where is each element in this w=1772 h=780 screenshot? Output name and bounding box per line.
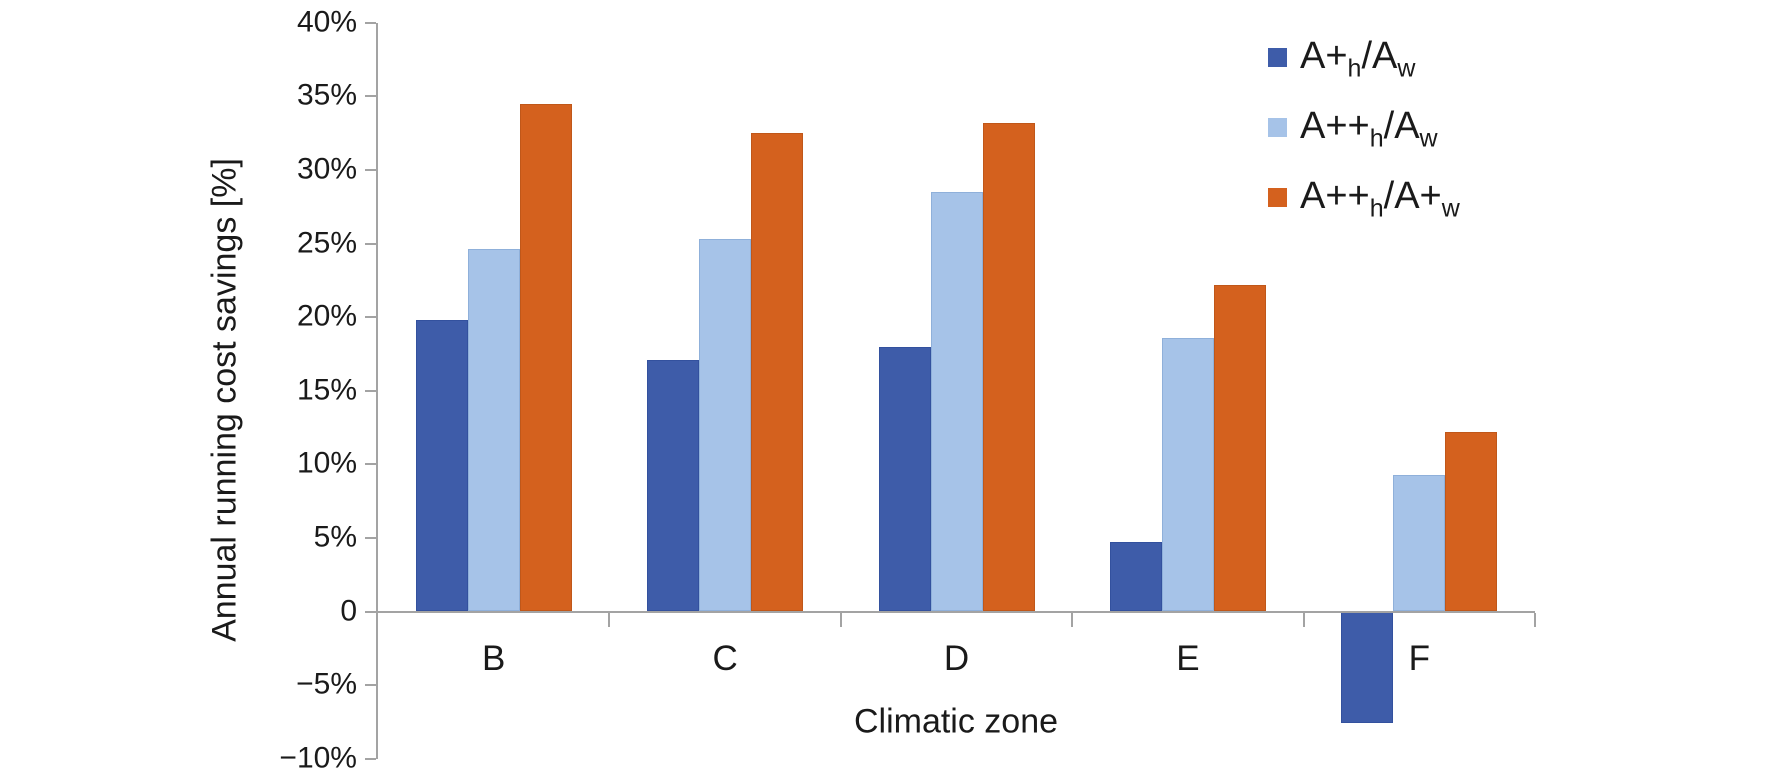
legend-item-2: A++h/A+w	[1268, 174, 1460, 223]
bar-E-series1	[1161, 337, 1214, 612]
x-category-label-E: E	[1176, 639, 1200, 678]
y-tick	[365, 757, 376, 760]
y-tick-label: 25%	[296, 225, 357, 259]
y-tick	[365, 242, 376, 245]
bar-D-series1	[930, 191, 983, 612]
y-tick-label: 20%	[296, 299, 357, 333]
y-tick-label: −10%	[279, 741, 357, 775]
y-tick	[365, 463, 376, 466]
bar-C-series0	[647, 359, 700, 612]
bar-B-series2	[519, 103, 572, 612]
y-tick	[365, 536, 376, 539]
bar-E-series2	[1213, 284, 1266, 612]
x-tick	[608, 612, 611, 627]
legend-label-2: A++h/A+w	[1300, 175, 1460, 223]
legend-label-0: A+h/Aw	[1300, 35, 1416, 83]
y-tick	[365, 21, 376, 24]
y-tick-label: 10%	[296, 446, 357, 480]
legend-swatch-2	[1268, 187, 1287, 207]
y-tick	[365, 316, 376, 319]
y-tick	[365, 389, 376, 392]
y-tick-label: 35%	[296, 78, 357, 112]
legend-swatch-0	[1268, 47, 1287, 67]
legend-item-1: A++h/Aw	[1268, 104, 1438, 153]
y-tick	[365, 95, 376, 98]
bar-F-series1	[1393, 474, 1446, 612]
y-tick-label: −5%	[296, 667, 357, 701]
bar-F-series2	[1445, 431, 1498, 612]
legend-swatch-1	[1268, 117, 1287, 137]
x-axis-line	[376, 610, 1535, 613]
x-category-label-D: D	[943, 639, 970, 678]
x-tick	[1071, 612, 1074, 627]
x-category-label-B: B	[482, 639, 506, 678]
y-tick-label: 30%	[296, 152, 357, 186]
y-tick	[365, 168, 376, 171]
x-tick	[839, 612, 842, 627]
x-category-label-C: C	[712, 639, 738, 678]
x-tick	[1534, 612, 1536, 627]
bar-F-series0	[1341, 611, 1394, 724]
y-tick-label: 0	[340, 593, 357, 627]
y-tick	[365, 610, 376, 613]
legend-item-0: A+h/Aw	[1268, 34, 1416, 83]
legend-label-1: A++h/Aw	[1300, 105, 1438, 153]
y-tick-label: 15%	[296, 373, 357, 407]
x-tick	[1302, 612, 1305, 627]
x-category-label-F: F	[1408, 639, 1430, 678]
y-tick-label: 40%	[296, 5, 357, 39]
bar-D-series2	[982, 122, 1035, 612]
y-tick	[365, 684, 376, 687]
bar-B-series1	[467, 249, 520, 612]
x-axis-title: Climatic zone	[853, 702, 1059, 741]
y-tick-label: 5%	[313, 520, 357, 554]
bar-B-series0	[415, 320, 468, 612]
bar-C-series1	[699, 239, 752, 612]
bar-C-series2	[751, 133, 804, 612]
bar-E-series0	[1109, 542, 1162, 612]
bar-D-series0	[878, 346, 931, 612]
y-axis-line	[376, 22, 378, 759]
